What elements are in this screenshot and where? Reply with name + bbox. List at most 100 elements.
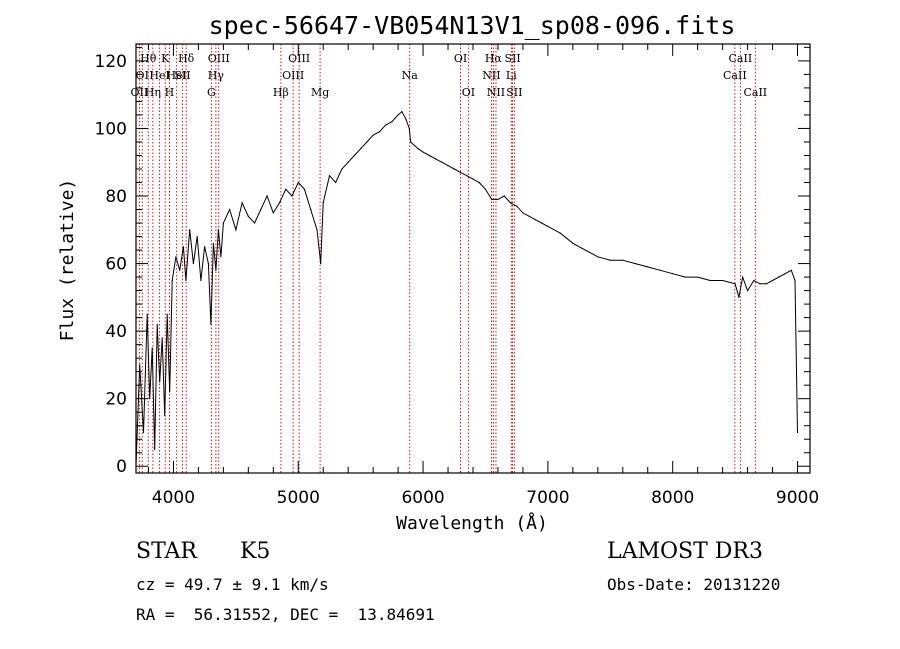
plot-frame <box>135 43 811 474</box>
data-point <box>759 283 761 285</box>
data-point <box>647 266 649 268</box>
data-point <box>222 222 224 224</box>
data-point <box>428 154 430 157</box>
data-point <box>241 202 243 204</box>
redshift-label: cz = 49.7 ± 9.1 km/s <box>136 575 329 594</box>
data-point <box>360 148 362 150</box>
data-point <box>385 124 387 126</box>
y-tick-label: 60 <box>105 255 127 275</box>
data-point <box>491 198 493 200</box>
data-point <box>320 262 322 265</box>
data-point <box>297 181 299 184</box>
data-point <box>459 171 462 173</box>
marker-label: OII <box>131 86 149 99</box>
data-point <box>634 262 636 265</box>
data-point <box>622 259 624 261</box>
data-point <box>794 279 796 282</box>
marker-label: CaII <box>743 86 767 99</box>
data-point <box>541 222 543 224</box>
survey-label: LAMOST DR3 <box>607 539 763 564</box>
data-point <box>503 195 505 197</box>
x-tick-label: 7000 <box>526 488 569 508</box>
data-point <box>528 215 530 217</box>
data-point <box>169 391 171 393</box>
data-point <box>353 154 356 157</box>
data-point <box>738 296 740 298</box>
data-point <box>672 273 674 275</box>
data-point <box>272 212 274 214</box>
marker-label: OI <box>136 69 149 82</box>
marker-label: Hη <box>145 86 161 99</box>
marker-label: HeI <box>149 69 169 82</box>
spectrum-line <box>135 110 798 467</box>
data-point <box>405 117 407 119</box>
data-point <box>335 181 337 184</box>
data-point <box>417 148 419 150</box>
y-tick-label: 120 <box>95 52 127 72</box>
data-point <box>784 273 786 275</box>
data-point <box>175 256 177 258</box>
data-point <box>200 279 202 282</box>
marker-label: SII <box>504 52 520 65</box>
data-point <box>139 364 141 366</box>
data-point <box>217 229 219 231</box>
data-point <box>285 188 287 190</box>
data-point <box>185 279 187 282</box>
x-tick-label: 5000 <box>277 488 320 508</box>
x-tick-label: 4000 <box>152 488 195 508</box>
data-point <box>182 246 185 248</box>
data-point <box>572 242 574 244</box>
data-point <box>742 276 744 278</box>
data-point <box>522 212 524 214</box>
y-axis: 0 20 40 60 80 100 120 <box>95 46 810 477</box>
marker-label: OIII <box>288 52 310 65</box>
data-point <box>659 269 661 271</box>
y-axis-label: Flux (relative) <box>57 179 78 342</box>
y-tick-label: 0 <box>116 457 127 477</box>
y-tick-label: 40 <box>105 322 127 342</box>
data-point <box>722 279 724 282</box>
data-point <box>146 313 148 315</box>
marker-label: Hγ <box>208 69 225 82</box>
data-point <box>746 289 749 292</box>
data-point <box>472 178 474 180</box>
marker-label: Mg <box>311 86 329 99</box>
x-tick-label: 6000 <box>401 488 444 508</box>
data-point <box>441 161 443 163</box>
data-point <box>192 262 195 265</box>
data-point <box>142 431 145 434</box>
marker-label: OIII <box>208 52 230 65</box>
data-point <box>401 110 403 113</box>
data-point <box>189 229 191 231</box>
data-point <box>434 158 437 160</box>
data-point <box>253 222 256 224</box>
data-point <box>229 208 231 211</box>
data-point <box>303 188 306 190</box>
data-point <box>378 131 380 133</box>
data-point <box>697 276 699 278</box>
marker-label: K <box>161 52 170 65</box>
data-point <box>734 283 736 285</box>
marker-label: Na <box>402 69 419 82</box>
data-point <box>453 168 455 170</box>
data-point <box>391 121 393 123</box>
data-point <box>709 279 711 282</box>
marker-label: OI <box>462 86 475 99</box>
data-point <box>753 279 755 282</box>
data-point <box>278 202 281 204</box>
data-point <box>328 175 331 177</box>
chart-title: spec-56647-VB054N13V1_sp08-096.fits <box>209 11 736 40</box>
data-point <box>207 262 209 265</box>
data-point <box>509 202 512 204</box>
object-subclass: K5 <box>240 539 270 564</box>
x-axis-label: Wavelength (Å) <box>396 512 548 534</box>
marker-label: OIII <box>282 69 304 82</box>
data-point <box>609 259 611 261</box>
data-point <box>547 225 549 228</box>
data-point <box>559 232 561 234</box>
spectrum-series <box>135 110 799 467</box>
data-point <box>316 229 318 231</box>
marker-label: Li <box>506 69 517 82</box>
data-point <box>154 448 156 450</box>
data-point <box>684 276 686 278</box>
